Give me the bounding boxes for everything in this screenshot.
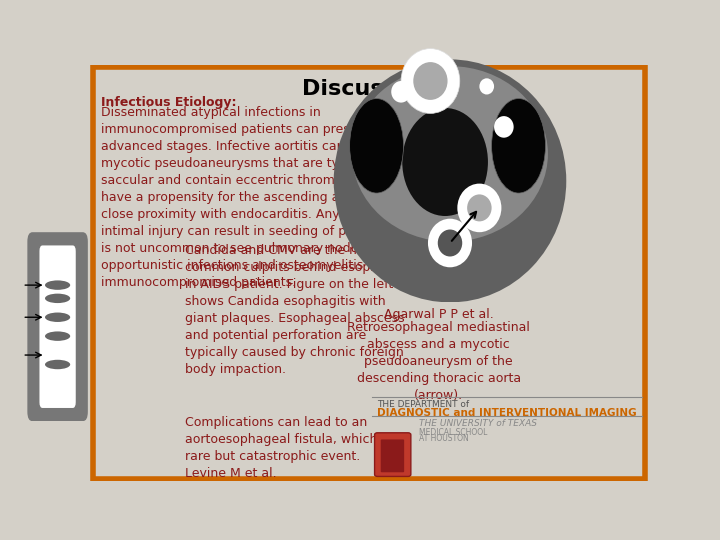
Circle shape <box>401 49 460 113</box>
Circle shape <box>413 62 448 100</box>
Text: AT HOUSTON: AT HOUSTON <box>419 435 469 443</box>
FancyBboxPatch shape <box>40 245 76 408</box>
Ellipse shape <box>45 294 71 303</box>
Circle shape <box>391 81 411 103</box>
Text: Discussion: Discussion <box>302 79 436 99</box>
Ellipse shape <box>438 230 462 256</box>
FancyBboxPatch shape <box>93 67 645 478</box>
Ellipse shape <box>45 360 71 369</box>
Text: MEDICAL SCHOOL: MEDICAL SCHOOL <box>419 428 487 437</box>
Text: DIAGNOSTIC and INTERVENTIONAL IMAGING: DIAGNOSTIC and INTERVENTIONAL IMAGING <box>377 408 637 418</box>
FancyBboxPatch shape <box>374 433 411 476</box>
Ellipse shape <box>45 332 71 341</box>
Ellipse shape <box>45 280 71 290</box>
Text: Agarwal P P et al.: Agarwal P P et al. <box>384 308 494 321</box>
Ellipse shape <box>334 59 566 302</box>
Ellipse shape <box>45 313 71 322</box>
Text: Complications can lead to an
aortoesophageal fistula, which is a
rare but catast: Complications can lead to an aortoesopha… <box>185 416 403 480</box>
Text: THE UNIVERSITY of TEXAS: THE UNIVERSITY of TEXAS <box>419 420 537 428</box>
Text: THE DEPARTMENT of: THE DEPARTMENT of <box>377 400 469 409</box>
Text: Disseminated atypical infections in
immunocompromised patients can present in
ad: Disseminated atypical infections in immu… <box>101 106 428 289</box>
Ellipse shape <box>402 108 488 216</box>
Circle shape <box>457 184 501 232</box>
Circle shape <box>480 78 494 94</box>
Ellipse shape <box>350 98 403 193</box>
Ellipse shape <box>428 219 472 267</box>
FancyBboxPatch shape <box>381 440 404 472</box>
Circle shape <box>494 116 513 138</box>
Text: Candida and CMV are the most
common culprits behind esophagitis
in AIDS patient.: Candida and CMV are the most common culp… <box>185 244 412 376</box>
Ellipse shape <box>352 66 548 241</box>
Circle shape <box>467 194 492 221</box>
Ellipse shape <box>492 98 546 193</box>
Text: Retroesophageal mediastinal
abscess and a mycotic
pseudoaneurysm of the
descendi: Retroesophageal mediastinal abscess and … <box>347 321 530 402</box>
FancyBboxPatch shape <box>27 232 88 421</box>
Text: Infectious Etiology:: Infectious Etiology: <box>101 96 237 109</box>
